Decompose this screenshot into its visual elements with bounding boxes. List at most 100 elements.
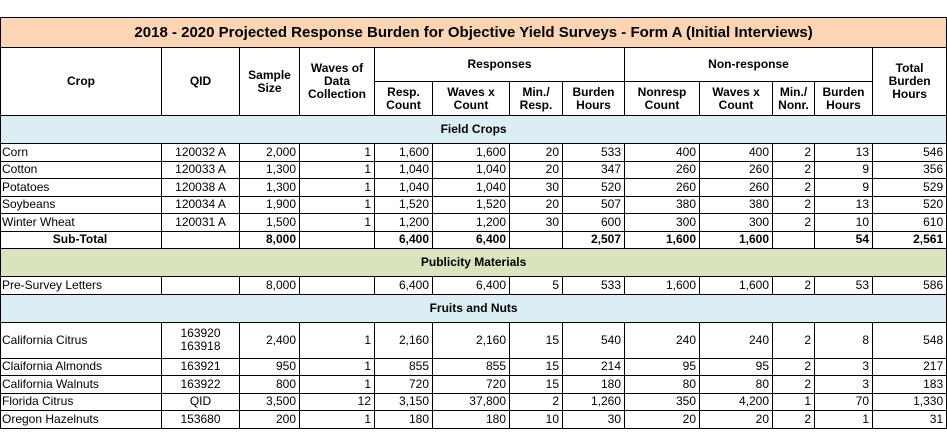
cell: 1,600 — [624, 230, 700, 249]
cell: 15 — [509, 357, 563, 376]
header: QID — [161, 47, 240, 116]
cell: 2,561 — [871, 230, 947, 249]
cell: 4,200 — [699, 392, 773, 411]
cell: 300 — [624, 213, 700, 232]
cell — [299, 276, 375, 295]
cell: 1,500 — [239, 213, 300, 232]
cell: 30 — [509, 213, 563, 232]
cell: 8 — [814, 321, 873, 359]
cell: 2 — [772, 143, 815, 162]
cell: 30 — [562, 410, 625, 429]
cell: 2 — [772, 160, 815, 179]
section-title: Publicity Materials — [0, 248, 947, 277]
cell: 540 — [562, 321, 625, 359]
cell: 1 — [299, 143, 375, 162]
cell: 600 — [562, 213, 625, 232]
data-row: Potatoes 120038 A 1,300 1 1,040 1,040 30 520 260… — [0, 178, 947, 197]
cell: Soybeans — [0, 195, 162, 214]
header: Crop — [0, 47, 162, 116]
cell: 80 — [699, 375, 773, 394]
cell: Cotton — [0, 160, 162, 179]
cell: 20 — [509, 143, 563, 162]
cell: 2 — [772, 213, 815, 232]
cell: 1 — [299, 321, 375, 359]
cell: 1,040 — [432, 178, 510, 197]
cell: California Walnuts — [0, 375, 162, 394]
section-title: Fruits and Nuts — [0, 293, 947, 323]
cell: 3,150 — [374, 392, 433, 411]
header: Resp. Count — [374, 81, 433, 116]
cell: Oregon Hazelnuts — [0, 410, 162, 429]
cell: 6,400 — [374, 230, 433, 249]
header: Sample Size — [239, 47, 300, 116]
cell: 720 — [374, 375, 433, 394]
cell: 163921 — [161, 357, 240, 376]
cell: 20 — [699, 410, 773, 429]
data-row: California Walnuts 163922 800 1 720 720 15 180 8… — [0, 375, 947, 394]
cell: 546 — [871, 143, 947, 162]
cell: 533 — [562, 143, 625, 162]
section-row: Fruits and Nuts — [0, 293, 947, 323]
cell: 855 — [432, 357, 510, 376]
cell: 520 — [871, 195, 947, 214]
cell: 2 — [772, 410, 815, 429]
cell: 80 — [624, 375, 700, 394]
cell — [161, 230, 240, 249]
cell: 163922 — [161, 375, 240, 394]
cell: 30 — [509, 178, 563, 197]
data-row: California Citrus 163920 163918 2,400 1 2,160… — [0, 321, 947, 359]
cell: 240 — [699, 321, 773, 359]
cell: 217 — [871, 357, 947, 376]
cell: Florida Citrus — [0, 392, 162, 411]
section-title: Field Crops — [0, 115, 947, 144]
cell: 1,260 — [562, 392, 625, 411]
cell: 533 — [562, 276, 625, 295]
cell: 163920 163918 — [161, 321, 240, 359]
header: Waves x Count — [699, 81, 773, 116]
cell: 2,000 — [239, 143, 300, 162]
cell-line: 163918 — [180, 339, 221, 353]
page: 2018 - 2020 Projected Response Burden fo… — [0, 17, 947, 434]
cell: Sub-Total — [0, 230, 162, 249]
cell: 1,900 — [239, 195, 300, 214]
cell: 1 — [299, 160, 375, 179]
cell: California Citrus — [0, 321, 162, 359]
cell: 180 — [432, 410, 510, 429]
cell: 2 — [772, 195, 815, 214]
cell: 10 — [814, 213, 873, 232]
cell: 1,330 — [871, 392, 947, 411]
cell: 2,400 — [239, 321, 300, 359]
cell: 529 — [871, 178, 947, 197]
cell: 6,400 — [432, 276, 510, 295]
data-row: Cotton 120033 A 1,300 1 1,040 1,040 20 347 260 26… — [0, 160, 947, 179]
cell: 380 — [624, 195, 700, 214]
cell: 120032 A — [161, 143, 240, 162]
header: Waves x Count — [432, 81, 510, 116]
cell: 610 — [871, 213, 947, 232]
cell: 1,600 — [624, 276, 700, 295]
cell: 260 — [624, 178, 700, 197]
cell: 2 — [509, 392, 563, 411]
cell: 2 — [772, 321, 815, 359]
cell: 520 — [562, 178, 625, 197]
cell: 1 — [299, 410, 375, 429]
header-group: Responses — [374, 47, 625, 82]
cell: 2,160 — [432, 321, 510, 359]
cell: 214 — [562, 357, 625, 376]
data-row: Winter Wheat 120031 A 1,500 1 1,200 1,200 30 60… — [0, 213, 947, 232]
section-row: Publicity Materials — [0, 248, 947, 277]
cell: 1,040 — [432, 160, 510, 179]
data-row: Oregon Hazelnuts 153680 200 1 180 180 10 30 20 20… — [0, 410, 947, 429]
cell: 20 — [509, 195, 563, 214]
cell: 120034 A — [161, 195, 240, 214]
cell: Potatoes — [0, 178, 162, 197]
cell: 2,507 — [562, 230, 625, 249]
cell: 720 — [432, 375, 510, 394]
data-row: Florida Citrus QID 3,500 12 3,150 37,800 2 1,26… — [0, 392, 947, 411]
cell: 10 — [509, 410, 563, 429]
cell: 3 — [814, 357, 873, 376]
data-row: Soybeans 120034 A 1,900 1 1,520 1,520 20 507 380… — [0, 195, 947, 214]
cell: 6,400 — [374, 276, 433, 295]
cell: 240 — [624, 321, 700, 359]
cell: 1,600 — [699, 230, 773, 249]
